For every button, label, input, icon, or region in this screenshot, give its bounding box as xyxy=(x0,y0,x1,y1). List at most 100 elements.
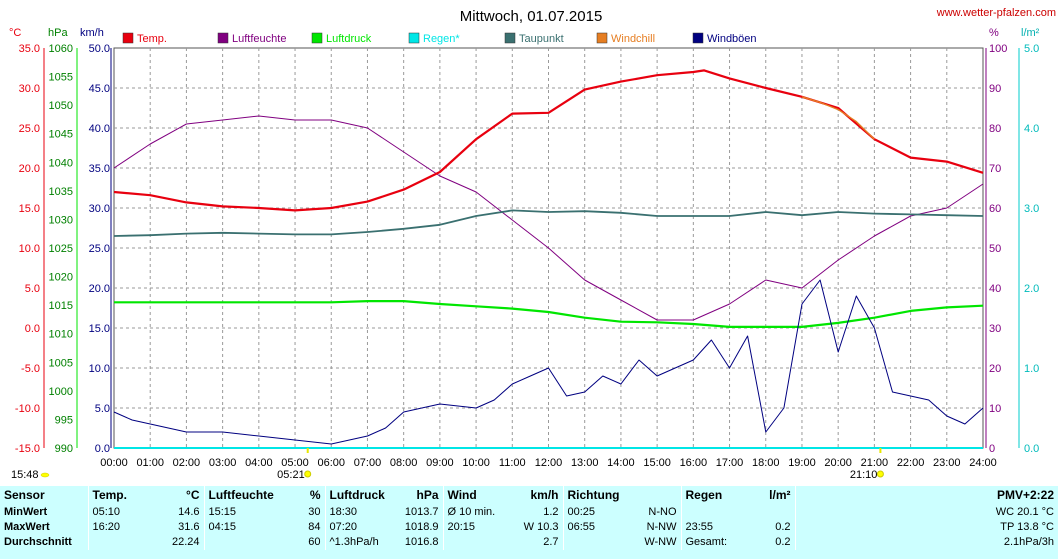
min-humidity-time: 15:15 xyxy=(203,505,280,520)
x-tick-label: 20:00 xyxy=(824,457,852,469)
x-tick-label: 15:00 xyxy=(643,457,671,469)
x-tick-label: 14:00 xyxy=(607,457,635,469)
summary-header-row: Sensor Temp. °C Luftfeuchte % Luftdruck … xyxy=(0,486,1058,505)
wind-tick-label: 10.0 xyxy=(89,363,110,375)
humidity-tick-label: 50 xyxy=(989,243,1001,255)
x-tick-label: 19:00 xyxy=(788,457,816,469)
rain-axis-unit: l/m² xyxy=(1021,27,1040,39)
x-tick-label: 06:00 xyxy=(317,457,345,469)
summary-table: Sensor Temp. °C Luftfeuchte % Luftdruck … xyxy=(0,486,1058,559)
pressure-tick-label: 1035 xyxy=(49,186,73,198)
temp-tick-label: -5.0 xyxy=(21,363,40,375)
temp-tick-label: 30.0 xyxy=(19,83,40,95)
axes: 00:00 01:00 02:00 03:00 04:00 05:00 06:00 07:00… xyxy=(15,43,1039,469)
legend-label: Regen* xyxy=(423,33,460,45)
summary-max-row: MaxWert 16:20 31.6 04:15 84 07:20 1018.9… xyxy=(0,520,1058,535)
site-link[interactable]: www.wetter-pfalzen.com xyxy=(936,7,1056,19)
header-pressure: Luftdruck xyxy=(324,486,387,505)
weather-chart: Mittwoch, 01.07.2015 www.wetter-pfalzen.… xyxy=(9,7,1056,481)
avg-direction-value: W-NW xyxy=(644,536,677,548)
avg-temp-time xyxy=(87,535,148,550)
header-humidity-unit: % xyxy=(309,488,321,502)
sunset-time: 21:10 xyxy=(850,469,878,481)
max-rain-value: 0.2 xyxy=(775,521,791,533)
avg-humidity-value: 60 xyxy=(308,536,321,548)
header-temp: Temp. xyxy=(87,486,148,505)
x-tick-label: 16:00 xyxy=(680,457,708,469)
avg-extra: 2.1hPa/3h xyxy=(794,535,1058,550)
humidity-tick-label: 100 xyxy=(989,43,1007,55)
pressure-tick-label: 1000 xyxy=(49,386,73,398)
x-tick-label: 23:00 xyxy=(933,457,961,469)
summary-avg-row: Durchschnitt 22.24 60 ^1.3hPa/h 1016.8 2… xyxy=(0,535,1058,550)
humidity-tick-label: 20 xyxy=(989,363,1001,375)
humidity-tick-label: 90 xyxy=(989,83,1001,95)
x-tick-label: 08:00 xyxy=(390,457,418,469)
x-tick-label: 24:00 xyxy=(969,457,997,469)
humidity-tick-label: 60 xyxy=(989,203,1001,215)
avg-humidity-time xyxy=(203,535,280,550)
x-tick-label: 09:00 xyxy=(426,457,454,469)
sun-markers: 05:21 21:10 15:48 xyxy=(11,448,884,481)
humidity-tick-label: 30 xyxy=(989,323,1001,335)
humidity-tick-label: 70 xyxy=(989,163,1001,175)
pressure-tick-label: 1005 xyxy=(49,357,73,369)
legend-swatch xyxy=(311,32,323,44)
wind-tick-label: 0.0 xyxy=(95,443,110,455)
temp-tick-label: 0.0 xyxy=(25,323,40,335)
header-pressure-unit: hPa xyxy=(416,488,439,502)
min-wind-value: 1.2 xyxy=(543,506,559,518)
legend-swatch xyxy=(408,32,420,44)
legend-label: Luftfeuchte xyxy=(232,33,286,45)
rain-tick-label: 5.0 xyxy=(1024,43,1039,55)
legend-label: Temp. xyxy=(137,33,167,45)
x-tick-label: 04:00 xyxy=(245,457,273,469)
series-line xyxy=(114,300,984,328)
row-label-avg: Durchschnitt xyxy=(4,536,72,548)
max-direction-time: 06:55 xyxy=(562,520,625,535)
wind-tick-label: 25.0 xyxy=(89,243,110,255)
legend-swatch xyxy=(504,32,516,44)
max-pressure-time: 07:20 xyxy=(324,520,387,535)
rain-tick-label: 1.0 xyxy=(1024,363,1039,375)
x-tick-label: 18:00 xyxy=(752,457,780,469)
pressure-tick-label: 1040 xyxy=(49,157,73,169)
wind-tick-label: 15.0 xyxy=(89,323,110,335)
wind-tick-label: 35.0 xyxy=(89,163,110,175)
rain-tick-label: 0.0 xyxy=(1024,443,1039,455)
header-pmv: PMV+2:22 xyxy=(794,486,1058,505)
legend-item: Luftfeuchte xyxy=(217,32,286,45)
x-tick-label: 21:00 xyxy=(861,457,889,469)
header-wind: Wind xyxy=(442,486,511,505)
temp-tick-label: 10.0 xyxy=(19,243,40,255)
rain-tick-label: 4.0 xyxy=(1024,123,1039,135)
series-line xyxy=(113,69,984,212)
legend-label: Taupunkt xyxy=(519,33,564,45)
wind-axis-unit: km/h xyxy=(80,27,104,39)
pressure-tick-label: 1050 xyxy=(49,100,73,112)
chart-title: Mittwoch, 01.07.2015 xyxy=(460,8,603,25)
series-line xyxy=(113,279,984,445)
legend-label: Windchill xyxy=(611,33,655,45)
x-tick-label: 01:00 xyxy=(136,457,164,469)
avg-direction-time xyxy=(562,535,625,550)
avg-temp-value: 22.24 xyxy=(171,536,200,548)
wind-tick-label: 20.0 xyxy=(89,283,110,295)
max-wind-value: W 10.3 xyxy=(523,521,559,533)
humidity-tick-label: 0 xyxy=(989,443,995,455)
max-pressure-value: 1018.9 xyxy=(404,521,439,533)
header-humidity: Luftfeuchte xyxy=(203,486,280,505)
max-humidity-time: 04:15 xyxy=(203,520,280,535)
max-temp-time: 16:20 xyxy=(87,520,148,535)
series-line xyxy=(801,96,875,140)
pressure-tick-label: 1060 xyxy=(49,43,73,55)
row-label-min: MinWert xyxy=(4,506,48,518)
pressure-tick-label: 1055 xyxy=(49,72,73,84)
temp-tick-label: 15.0 xyxy=(19,203,40,215)
min-wind-time: Ø 10 min. xyxy=(442,505,511,520)
max-direction-value: N-NW xyxy=(646,521,677,533)
rain-tick-label: 3.0 xyxy=(1024,203,1039,215)
legend-label: Windböen xyxy=(707,33,757,45)
wind-tick-label: 30.0 xyxy=(89,203,110,215)
min-direction-value: N-NO xyxy=(648,506,677,518)
